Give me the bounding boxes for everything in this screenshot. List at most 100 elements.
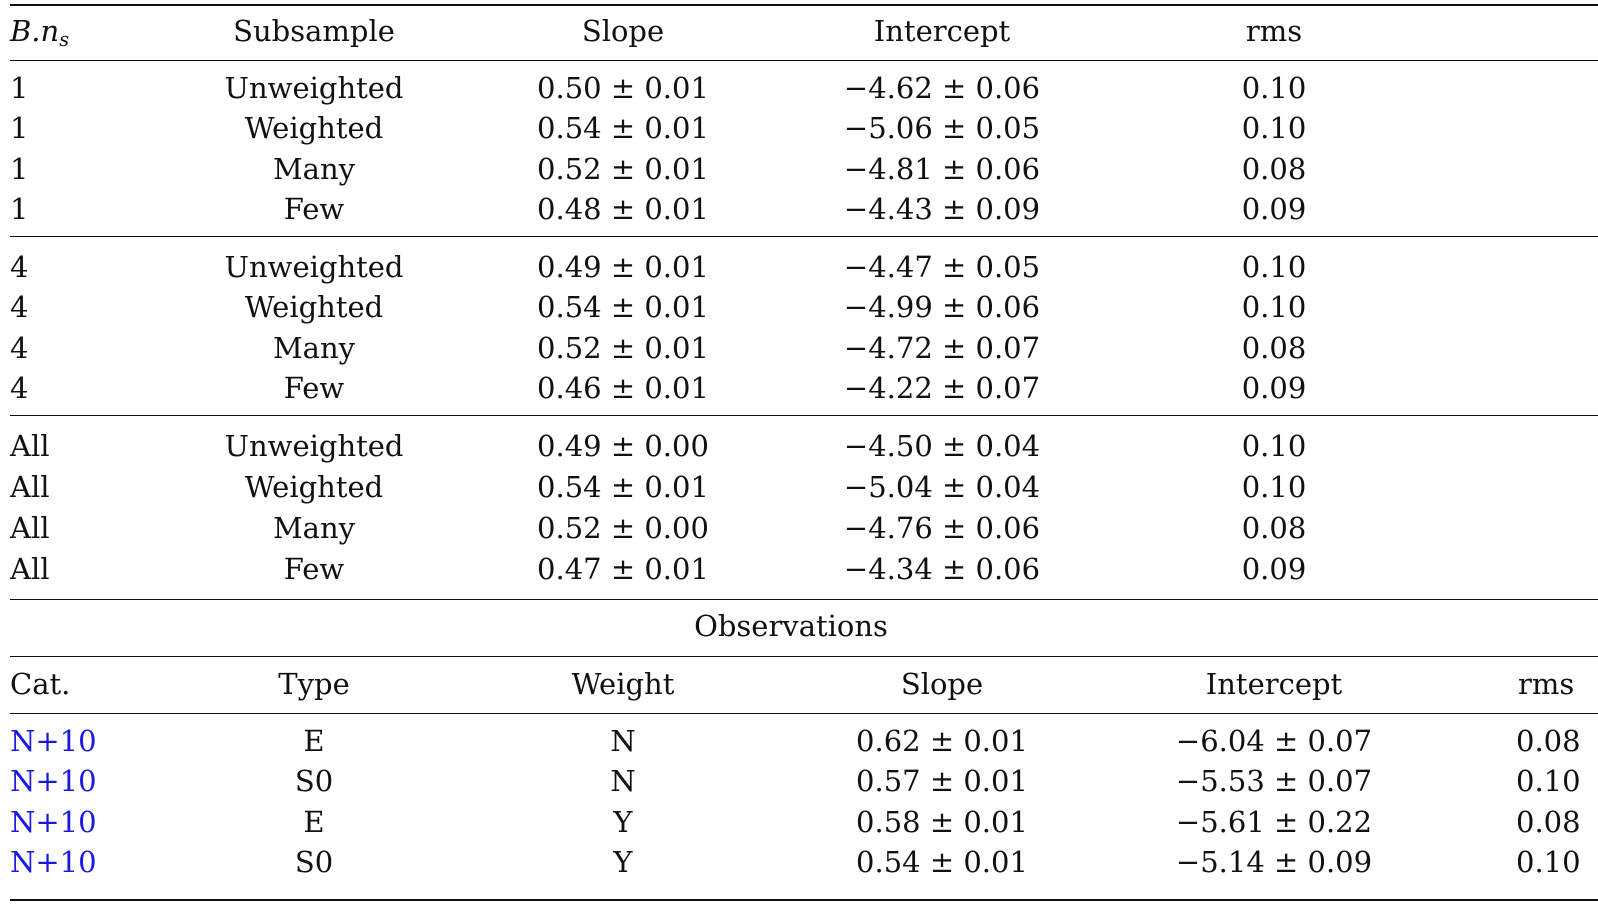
bns-cell: 4: [10, 371, 29, 405]
bns-header: B.ns: [10, 11, 69, 51]
slope-cell: 0.47 ± 0.01: [537, 552, 709, 586]
table-row: N+10 E N 0.62 ± 0.01 −6.04 ± 0.07 0.08: [0, 721, 1598, 761]
observations-header-row: Cat. Type Weight Slope Intercept rms: [0, 664, 1598, 704]
observations-title-rule: [10, 656, 1598, 658]
type-cell: S0: [294, 845, 334, 879]
rms-cell: 0.08: [1241, 152, 1307, 186]
rms-cell: 0.10: [1241, 71, 1307, 105]
table-row: All Few 0.47 ± 0.01 −4.34 ± 0.06 0.09: [0, 549, 1598, 589]
weight-cell: N: [610, 724, 636, 758]
type-cell: E: [303, 724, 325, 758]
catalog-link[interactable]: N+10: [10, 724, 97, 758]
table-row: N+10 E Y 0.58 ± 0.01 −5.61 ± 0.22 0.08: [0, 802, 1598, 842]
obs-rms-cell: 0.08: [1516, 724, 1581, 758]
obs-intercept-cell: −5.53 ± 0.07: [1175, 764, 1373, 798]
obs-slope-cell: 0.62 ± 0.01: [856, 724, 1028, 758]
obs-rms-cell: 0.10: [1516, 845, 1581, 879]
intercept-cell: −4.47 ± 0.05: [843, 250, 1041, 284]
obs-intercept-cell: −6.04 ± 0.07: [1175, 724, 1373, 758]
table-row: All Many 0.52 ± 0.00 −4.76 ± 0.06 0.08: [0, 508, 1598, 548]
bns-cell: 1: [10, 192, 29, 226]
intercept-cell: −4.62 ± 0.06: [843, 71, 1041, 105]
bns-cell: All: [10, 429, 50, 463]
rms-cell: 0.08: [1241, 511, 1307, 545]
intercept-cell: −4.81 ± 0.06: [843, 152, 1041, 186]
table-row: N+10 S0 N 0.57 ± 0.01 −5.53 ± 0.07 0.10: [0, 761, 1598, 801]
rms-cell: 0.10: [1241, 470, 1307, 504]
bns-cell: 4: [10, 290, 29, 324]
intercept-cell: −5.04 ± 0.04: [843, 470, 1041, 504]
subsample-cell: Unweighted: [224, 429, 404, 463]
type-header: Type: [278, 667, 350, 701]
obs-slope-cell: 0.57 ± 0.01: [856, 764, 1028, 798]
obs-slope-header: Slope: [900, 667, 984, 701]
obs-slope-cell: 0.54 ± 0.01: [856, 845, 1028, 879]
slope-cell: 0.46 ± 0.01: [537, 371, 709, 405]
table-row: All Weighted 0.54 ± 0.01 −5.04 ± 0.04 0.…: [0, 467, 1598, 507]
slope-cell: 0.52 ± 0.00: [537, 511, 709, 545]
catalog-link[interactable]: N+10: [10, 805, 97, 839]
obs-intercept-cell: −5.14 ± 0.09: [1175, 845, 1373, 879]
slope-cell: 0.48 ± 0.01: [537, 192, 709, 226]
bottom-rule: [10, 899, 1598, 901]
group-divider-rule: [10, 236, 1598, 238]
subsample-cell: Unweighted: [224, 71, 404, 105]
subsample-cell: Weighted: [244, 290, 384, 324]
cat-header: Cat.: [10, 667, 71, 701]
subsample-header: Subsample: [233, 14, 395, 48]
observations-header-rule: [10, 713, 1598, 715]
weight-cell: Y: [613, 845, 633, 879]
bns-cell: 4: [10, 250, 29, 284]
intercept-cell: −4.34 ± 0.06: [843, 552, 1041, 586]
rms-cell: 0.08: [1241, 331, 1307, 365]
catalog-link[interactable]: N+10: [10, 845, 97, 879]
weight-cell: Y: [613, 805, 633, 839]
bns-cell: 1: [10, 111, 29, 145]
table-row: 1 Many 0.52 ± 0.01 −4.81 ± 0.06 0.08: [0, 149, 1598, 189]
bns-cell: 1: [10, 71, 29, 105]
bns-cell: All: [10, 552, 50, 586]
top-rule: [10, 4, 1598, 6]
table-row: 1 Few 0.48 ± 0.01 −4.43 ± 0.09 0.09: [0, 189, 1598, 229]
slope-cell: 0.54 ± 0.01: [537, 470, 709, 504]
rms-cell: 0.10: [1241, 290, 1307, 324]
observations-title: Observations: [694, 609, 888, 643]
rms-cell: 0.10: [1241, 429, 1307, 463]
weight-header: Weight: [571, 667, 675, 701]
slope-cell: 0.49 ± 0.00: [537, 429, 709, 463]
obs-intercept-header: Intercept: [1205, 667, 1343, 701]
subsample-cell: Weighted: [244, 470, 384, 504]
table1-header-row: B.ns Subsample Slope Intercept rms: [0, 11, 1598, 51]
slope-cell: 0.52 ± 0.01: [537, 331, 709, 365]
table-row: N+10 S0 Y 0.54 ± 0.01 −5.14 ± 0.09 0.10: [0, 842, 1598, 882]
rms-header: rms: [1245, 14, 1303, 48]
intercept-cell: −4.72 ± 0.07: [843, 331, 1041, 365]
table-row: 4 Many 0.52 ± 0.01 −4.72 ± 0.07 0.08: [0, 328, 1598, 368]
intercept-cell: −4.99 ± 0.06: [843, 290, 1041, 324]
subsample-cell: Many: [272, 511, 356, 545]
group-divider-rule: [10, 415, 1598, 417]
slope-cell: 0.52 ± 0.01: [537, 152, 709, 186]
subsample-cell: Few: [283, 192, 345, 226]
subsample-cell: Few: [283, 371, 345, 405]
obs-intercept-cell: −5.61 ± 0.22: [1175, 805, 1373, 839]
weight-cell: N: [610, 764, 636, 798]
subsample-cell: Few: [283, 552, 345, 586]
subsample-cell: Many: [272, 152, 356, 186]
intercept-header: Intercept: [873, 14, 1011, 48]
type-cell: S0: [294, 764, 334, 798]
bns-cell: 4: [10, 331, 29, 365]
intercept-cell: −4.76 ± 0.06: [843, 511, 1041, 545]
slope-cell: 0.49 ± 0.01: [537, 250, 709, 284]
bns-cell: 1: [10, 152, 29, 186]
intercept-cell: −4.22 ± 0.07: [843, 371, 1041, 405]
slope-header: Slope: [581, 14, 665, 48]
intercept-cell: −4.50 ± 0.04: [843, 429, 1041, 463]
table-row: All Unweighted 0.49 ± 0.00 −4.50 ± 0.04 …: [0, 426, 1598, 466]
bns-header-subscript: s: [59, 27, 70, 51]
subsample-cell: Many: [272, 331, 356, 365]
table-row: 4 Few 0.46 ± 0.01 −4.22 ± 0.07 0.09: [0, 368, 1598, 408]
catalog-link[interactable]: N+10: [10, 764, 97, 798]
table-row: 4 Unweighted 0.49 ± 0.01 −4.47 ± 0.05 0.…: [0, 247, 1598, 287]
